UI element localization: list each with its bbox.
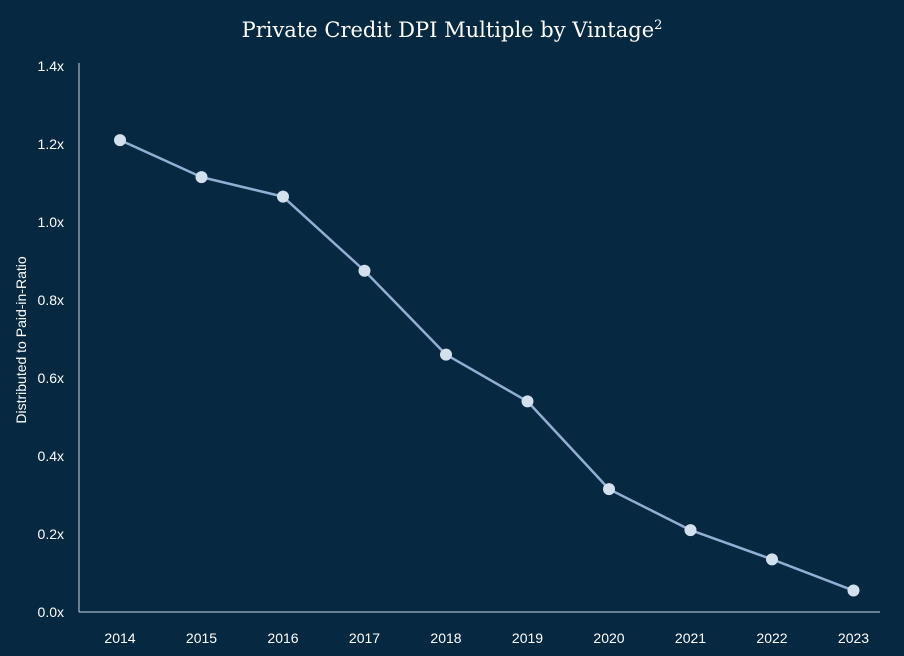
x-tick-label: 2019 [512,630,543,646]
x-tick-label: 2018 [430,630,461,646]
y-tick-labels: 0.0x 0.2x 0.4x 0.6x 0.8x 1.0x 1.2x 1.4x [38,58,64,620]
y-tick-label: 0.4x [38,448,64,464]
y-tick-label: 0.2x [38,526,64,542]
data-point-2019[interactable] [521,395,534,408]
x-tick-label: 2014 [104,630,135,646]
y-axis-label: Distributed to Paid-in-Ratio [13,256,29,424]
y-tick-label: 0.6x [38,370,64,386]
y-tick-label: 1.0x [38,214,64,230]
x-tick-label: 2015 [186,630,217,646]
chart-title: Private Credit DPI Multiple by Vintage2 [242,18,663,42]
x-tick-labels: 2014 2015 2016 2017 2018 2019 2020 2021 2022 2023 [104,630,869,646]
data-point-2021[interactable] [684,524,697,537]
data-point-2014[interactable] [114,134,126,147]
x-tick-label: 2023 [838,630,869,646]
data-point-2016[interactable] [277,190,289,203]
data-point-2017[interactable] [358,264,371,277]
data-point-2020[interactable] [603,483,615,496]
x-tick-label: 2020 [593,630,624,646]
x-tick-label: 2021 [675,630,706,646]
y-tick-label: 1.4x [38,58,64,74]
chart-title-main: Private Credit DPI Multiple by Vintage [242,18,655,42]
x-tick-label: 2016 [267,630,298,646]
y-tick-label: 0.0x [38,604,64,620]
series-layer [114,134,860,597]
chart-title-superscript: 2 [654,18,662,33]
data-point-2022[interactable] [766,553,778,566]
x-tick-label: 2022 [756,630,787,646]
series-line [118,138,855,592]
data-point-2015[interactable] [195,171,208,184]
y-tick-label: 0.8x [38,292,64,308]
y-tick-label: 1.2x [38,136,64,152]
data-point-2018[interactable] [440,348,452,361]
data-point-2023[interactable] [847,584,860,597]
x-tick-label: 2017 [349,630,380,646]
